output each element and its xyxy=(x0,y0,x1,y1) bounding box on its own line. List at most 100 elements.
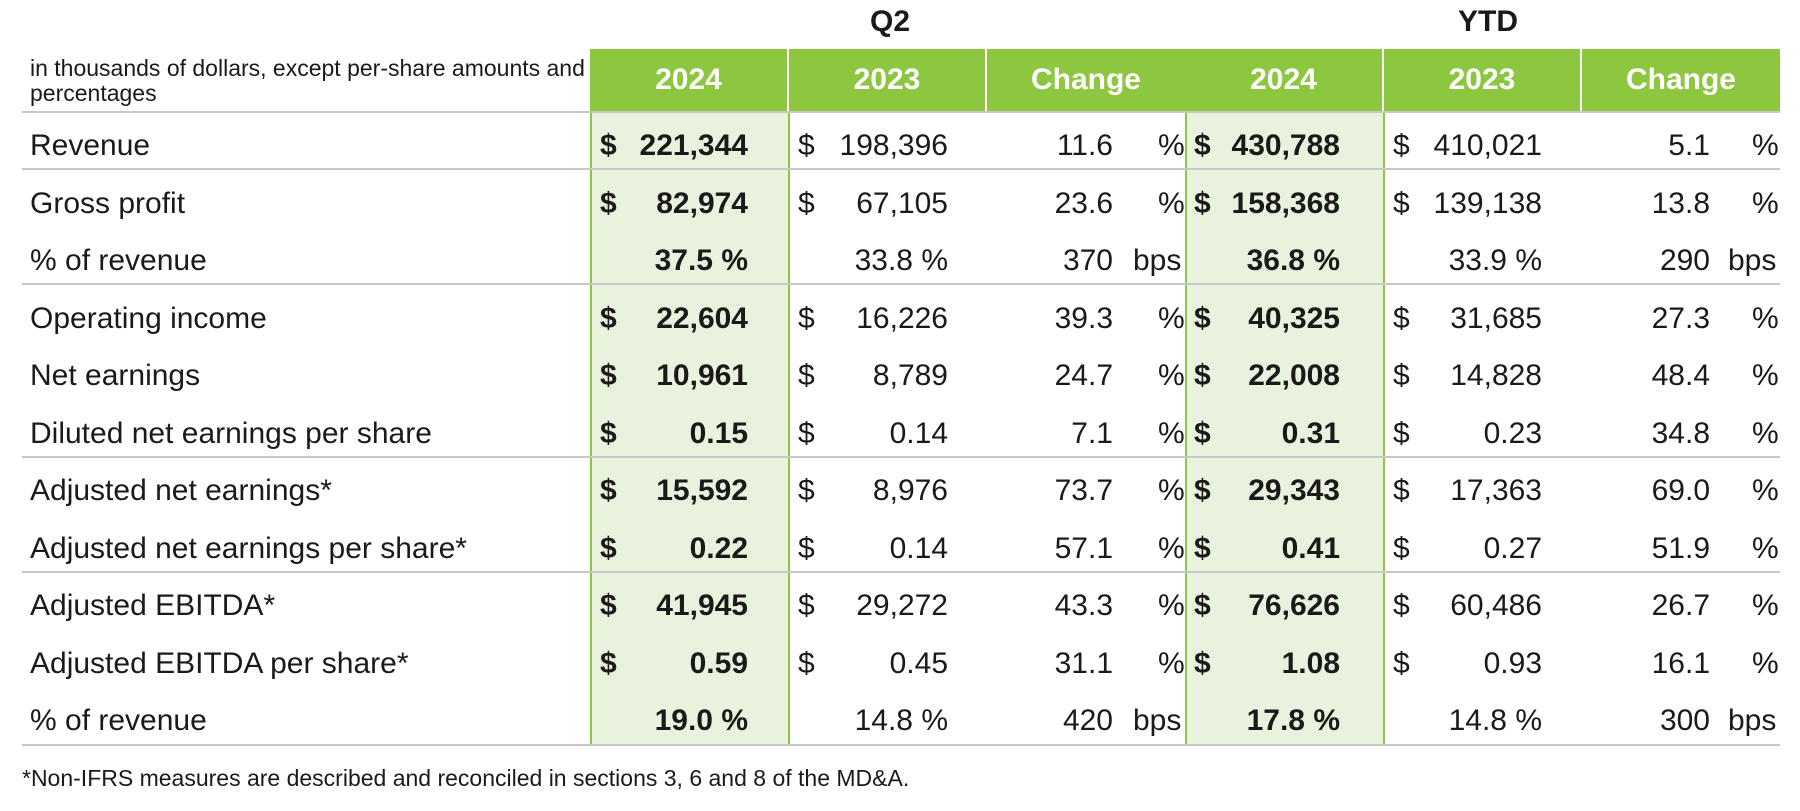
cell-q2-change: 24.7 xyxy=(1054,359,1113,392)
currency-sign-q2-2023: $ xyxy=(798,416,815,450)
group-divider xyxy=(22,456,1780,458)
cell-ytd-change: 290 xyxy=(1659,244,1710,277)
cell-q2-change: 31.1 xyxy=(1054,646,1113,680)
cell-ytd-2023: 410,021 xyxy=(1433,129,1542,162)
cell-q2-2023: 0.45 xyxy=(889,646,948,680)
cell-q2-2024: 82,974 xyxy=(656,186,748,220)
cell-q2-change-unit: % xyxy=(1158,474,1185,507)
cell-q2-2023: 67,105 xyxy=(856,186,948,220)
cell-q2-2023: 33.8 % xyxy=(854,244,948,277)
cell-ytd-change: 300 xyxy=(1659,704,1710,737)
currency-sign-q2-2023: $ xyxy=(798,646,815,680)
cell-q2-2024: 221,344 xyxy=(639,129,748,162)
cell-q2-2024: 22,604 xyxy=(656,301,748,335)
cell-q2-change: 39.3 xyxy=(1054,301,1113,335)
currency-sign-ytd-2024: $ xyxy=(1194,301,1211,335)
row-label: Operating income xyxy=(30,301,267,335)
cell-ytd-change: 27.3 xyxy=(1651,301,1710,335)
cell-q2-2024: 10,961 xyxy=(656,359,748,392)
cell-q2-2024: 41,945 xyxy=(656,589,748,622)
cell-q2-change-unit: % xyxy=(1158,589,1185,622)
cell-ytd-2023: 0.23 xyxy=(1483,416,1542,450)
row-divider xyxy=(22,168,1780,170)
row-label: Diluted net earnings per share xyxy=(30,416,432,450)
table-row: Net earnings 10,961 8,789 24.7% 22,008 14,828… xyxy=(0,347,1800,404)
currency-sign-q2-2024: $ xyxy=(600,474,617,507)
table-row: Revenue 221,344 198,396 11.6% 430,788 410,021… xyxy=(0,117,1800,174)
currency-sign-ytd-2024: $ xyxy=(1194,186,1211,220)
cell-q2-change-unit: % xyxy=(1158,186,1185,220)
ytd-2024-column-shade xyxy=(1185,111,1385,746)
column-header-q2-change: Change xyxy=(987,49,1185,111)
cell-q2-change-unit: % xyxy=(1158,531,1185,565)
currency-sign-ytd-2023: $ xyxy=(1393,301,1410,335)
row-label: Adjusted EBITDA per share* xyxy=(30,646,409,680)
group-header-ytd: YTD xyxy=(1458,5,1518,38)
q2-2024-column-shade xyxy=(590,111,790,746)
currency-sign-q2-2023: $ xyxy=(798,531,815,565)
row-label: % of revenue xyxy=(30,704,207,737)
currency-sign-q2-2024: $ xyxy=(600,186,617,220)
cell-ytd-2023: 139,138 xyxy=(1433,186,1542,220)
currency-sign-ytd-2024: $ xyxy=(1194,531,1211,565)
cell-ytd-change-unit: % xyxy=(1752,416,1779,450)
cell-q2-change: 23.6 xyxy=(1054,186,1113,220)
currency-sign-ytd-2023: $ xyxy=(1393,474,1410,507)
cell-q2-change: 11.6 xyxy=(1056,129,1113,162)
cell-ytd-2024: 36.8 % xyxy=(1246,244,1340,277)
row-label: Adjusted net earnings* xyxy=(30,474,332,507)
table-row: Adjusted EBITDA* 41,945 29,272 43.3% 76,626 6… xyxy=(0,577,1800,634)
currency-sign-q2-2024: $ xyxy=(600,359,617,392)
column-header-q2-2024: 2024 xyxy=(590,49,787,111)
table-row: Adjusted net earnings* 15,592 8,976 73.7% 29… xyxy=(0,462,1800,519)
group-divider xyxy=(22,283,1780,285)
row-label: Net earnings xyxy=(30,359,201,392)
cell-ytd-change-unit: % xyxy=(1752,301,1779,335)
cell-q2-2024: 0.15 xyxy=(689,416,748,450)
currency-sign-ytd-2024: $ xyxy=(1194,416,1211,450)
cell-ytd-change: 5.1 xyxy=(1668,129,1710,162)
row-label: Revenue xyxy=(30,129,151,162)
cell-q2-change: 73.7 xyxy=(1054,474,1113,507)
cell-ytd-change-unit: % xyxy=(1752,474,1779,507)
row-label: Adjusted net earnings per share* xyxy=(30,531,467,565)
table-row: Diluted net earnings per share 0.15 0.14 7.… xyxy=(0,405,1800,462)
currency-sign-q2-2024: $ xyxy=(600,531,617,565)
cell-ytd-2024: 0.31 xyxy=(1281,416,1340,450)
currency-sign-ytd-2024: $ xyxy=(1194,474,1211,507)
cell-ytd-2023: 17,363 xyxy=(1450,474,1542,507)
cell-ytd-change: 16.1 xyxy=(1651,646,1710,680)
cell-ytd-2024: 40,325 xyxy=(1248,301,1340,335)
currency-sign-q2-2023: $ xyxy=(798,129,815,162)
cell-q2-2023: 0.14 xyxy=(889,531,948,565)
cell-q2-2023: 198,396 xyxy=(839,129,948,162)
column-header-q2-2023: 2023 xyxy=(789,49,985,111)
cell-ytd-change-unit: % xyxy=(1752,129,1779,162)
cell-ytd-change: 26.7 xyxy=(1651,589,1710,622)
cell-q2-change-unit: % xyxy=(1158,301,1185,335)
row-label: % of revenue xyxy=(30,244,207,277)
currency-sign-ytd-2023: $ xyxy=(1393,646,1410,680)
table-bottom-rule xyxy=(22,744,1780,746)
currency-sign-q2-2024: $ xyxy=(600,301,617,335)
currency-sign-ytd-2023: $ xyxy=(1393,531,1410,565)
cell-q2-change: 7.1 xyxy=(1071,416,1113,450)
cell-ytd-2023: 31,685 xyxy=(1450,301,1542,335)
cell-ytd-2023: 33.9 % xyxy=(1448,244,1542,277)
column-header-ytd-2024: 2024 xyxy=(1185,49,1382,111)
cell-q2-2023: 16,226 xyxy=(856,301,948,335)
table-row: Gross profit 82,974 67,105 23.6% 158,368 139,… xyxy=(0,175,1800,232)
table-row: Operating income 22,604 16,226 39.3% 40,325 3… xyxy=(0,290,1800,347)
currency-sign-q2-2023: $ xyxy=(798,359,815,392)
cell-q2-change-unit: % xyxy=(1158,129,1185,162)
cell-ytd-change: 51.9 xyxy=(1651,531,1710,565)
cell-q2-change-unit: % xyxy=(1158,359,1185,392)
cell-ytd-change: 48.4 xyxy=(1651,359,1710,392)
cell-ytd-change: 69.0 xyxy=(1651,474,1710,507)
group-header-q2: Q2 xyxy=(869,5,911,38)
cell-ytd-change-unit: bps xyxy=(1728,244,1777,277)
cell-ytd-2024: 29,343 xyxy=(1248,474,1340,507)
currency-sign-ytd-2023: $ xyxy=(1393,186,1410,220)
currency-sign-q2-2024: $ xyxy=(600,416,617,450)
table-row: % of revenue 19.0 % 14.8 % 420 bps 17.8 % 14.8… xyxy=(0,692,1800,749)
